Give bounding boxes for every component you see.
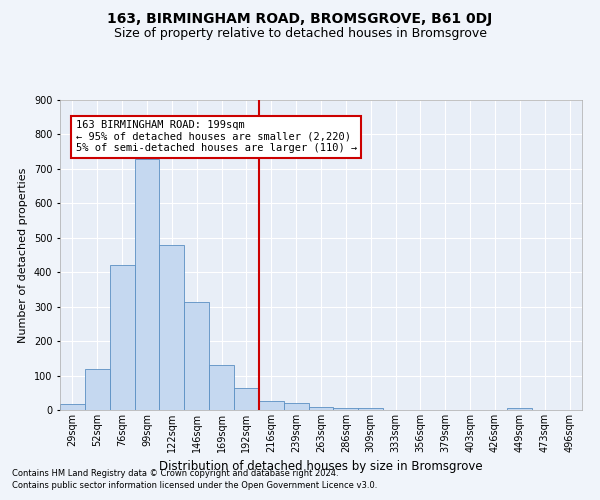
Bar [508, 408, 532, 410]
Text: Size of property relative to detached houses in Bromsgrove: Size of property relative to detached ho… [113, 28, 487, 40]
Bar [284, 403, 308, 410]
Bar [334, 408, 358, 410]
X-axis label: Distribution of detached houses by size in Bromsgrove: Distribution of detached houses by size … [159, 460, 483, 473]
Bar [259, 402, 284, 410]
Text: 163 BIRMINGHAM ROAD: 199sqm
← 95% of detached houses are smaller (2,220)
5% of s: 163 BIRMINGHAM ROAD: 199sqm ← 95% of det… [76, 120, 357, 154]
Bar [234, 388, 259, 410]
Bar [358, 408, 383, 410]
Bar [85, 368, 110, 410]
Bar [60, 404, 85, 410]
Bar [308, 406, 334, 410]
Bar [160, 246, 184, 410]
Bar [184, 302, 209, 410]
Bar [134, 158, 160, 410]
Text: 163, BIRMINGHAM ROAD, BROMSGROVE, B61 0DJ: 163, BIRMINGHAM ROAD, BROMSGROVE, B61 0D… [107, 12, 493, 26]
Text: Contains HM Land Registry data © Crown copyright and database right 2024.: Contains HM Land Registry data © Crown c… [12, 468, 338, 477]
Bar [110, 266, 134, 410]
Y-axis label: Number of detached properties: Number of detached properties [19, 168, 28, 342]
Bar [209, 365, 234, 410]
Text: Contains public sector information licensed under the Open Government Licence v3: Contains public sector information licen… [12, 481, 377, 490]
